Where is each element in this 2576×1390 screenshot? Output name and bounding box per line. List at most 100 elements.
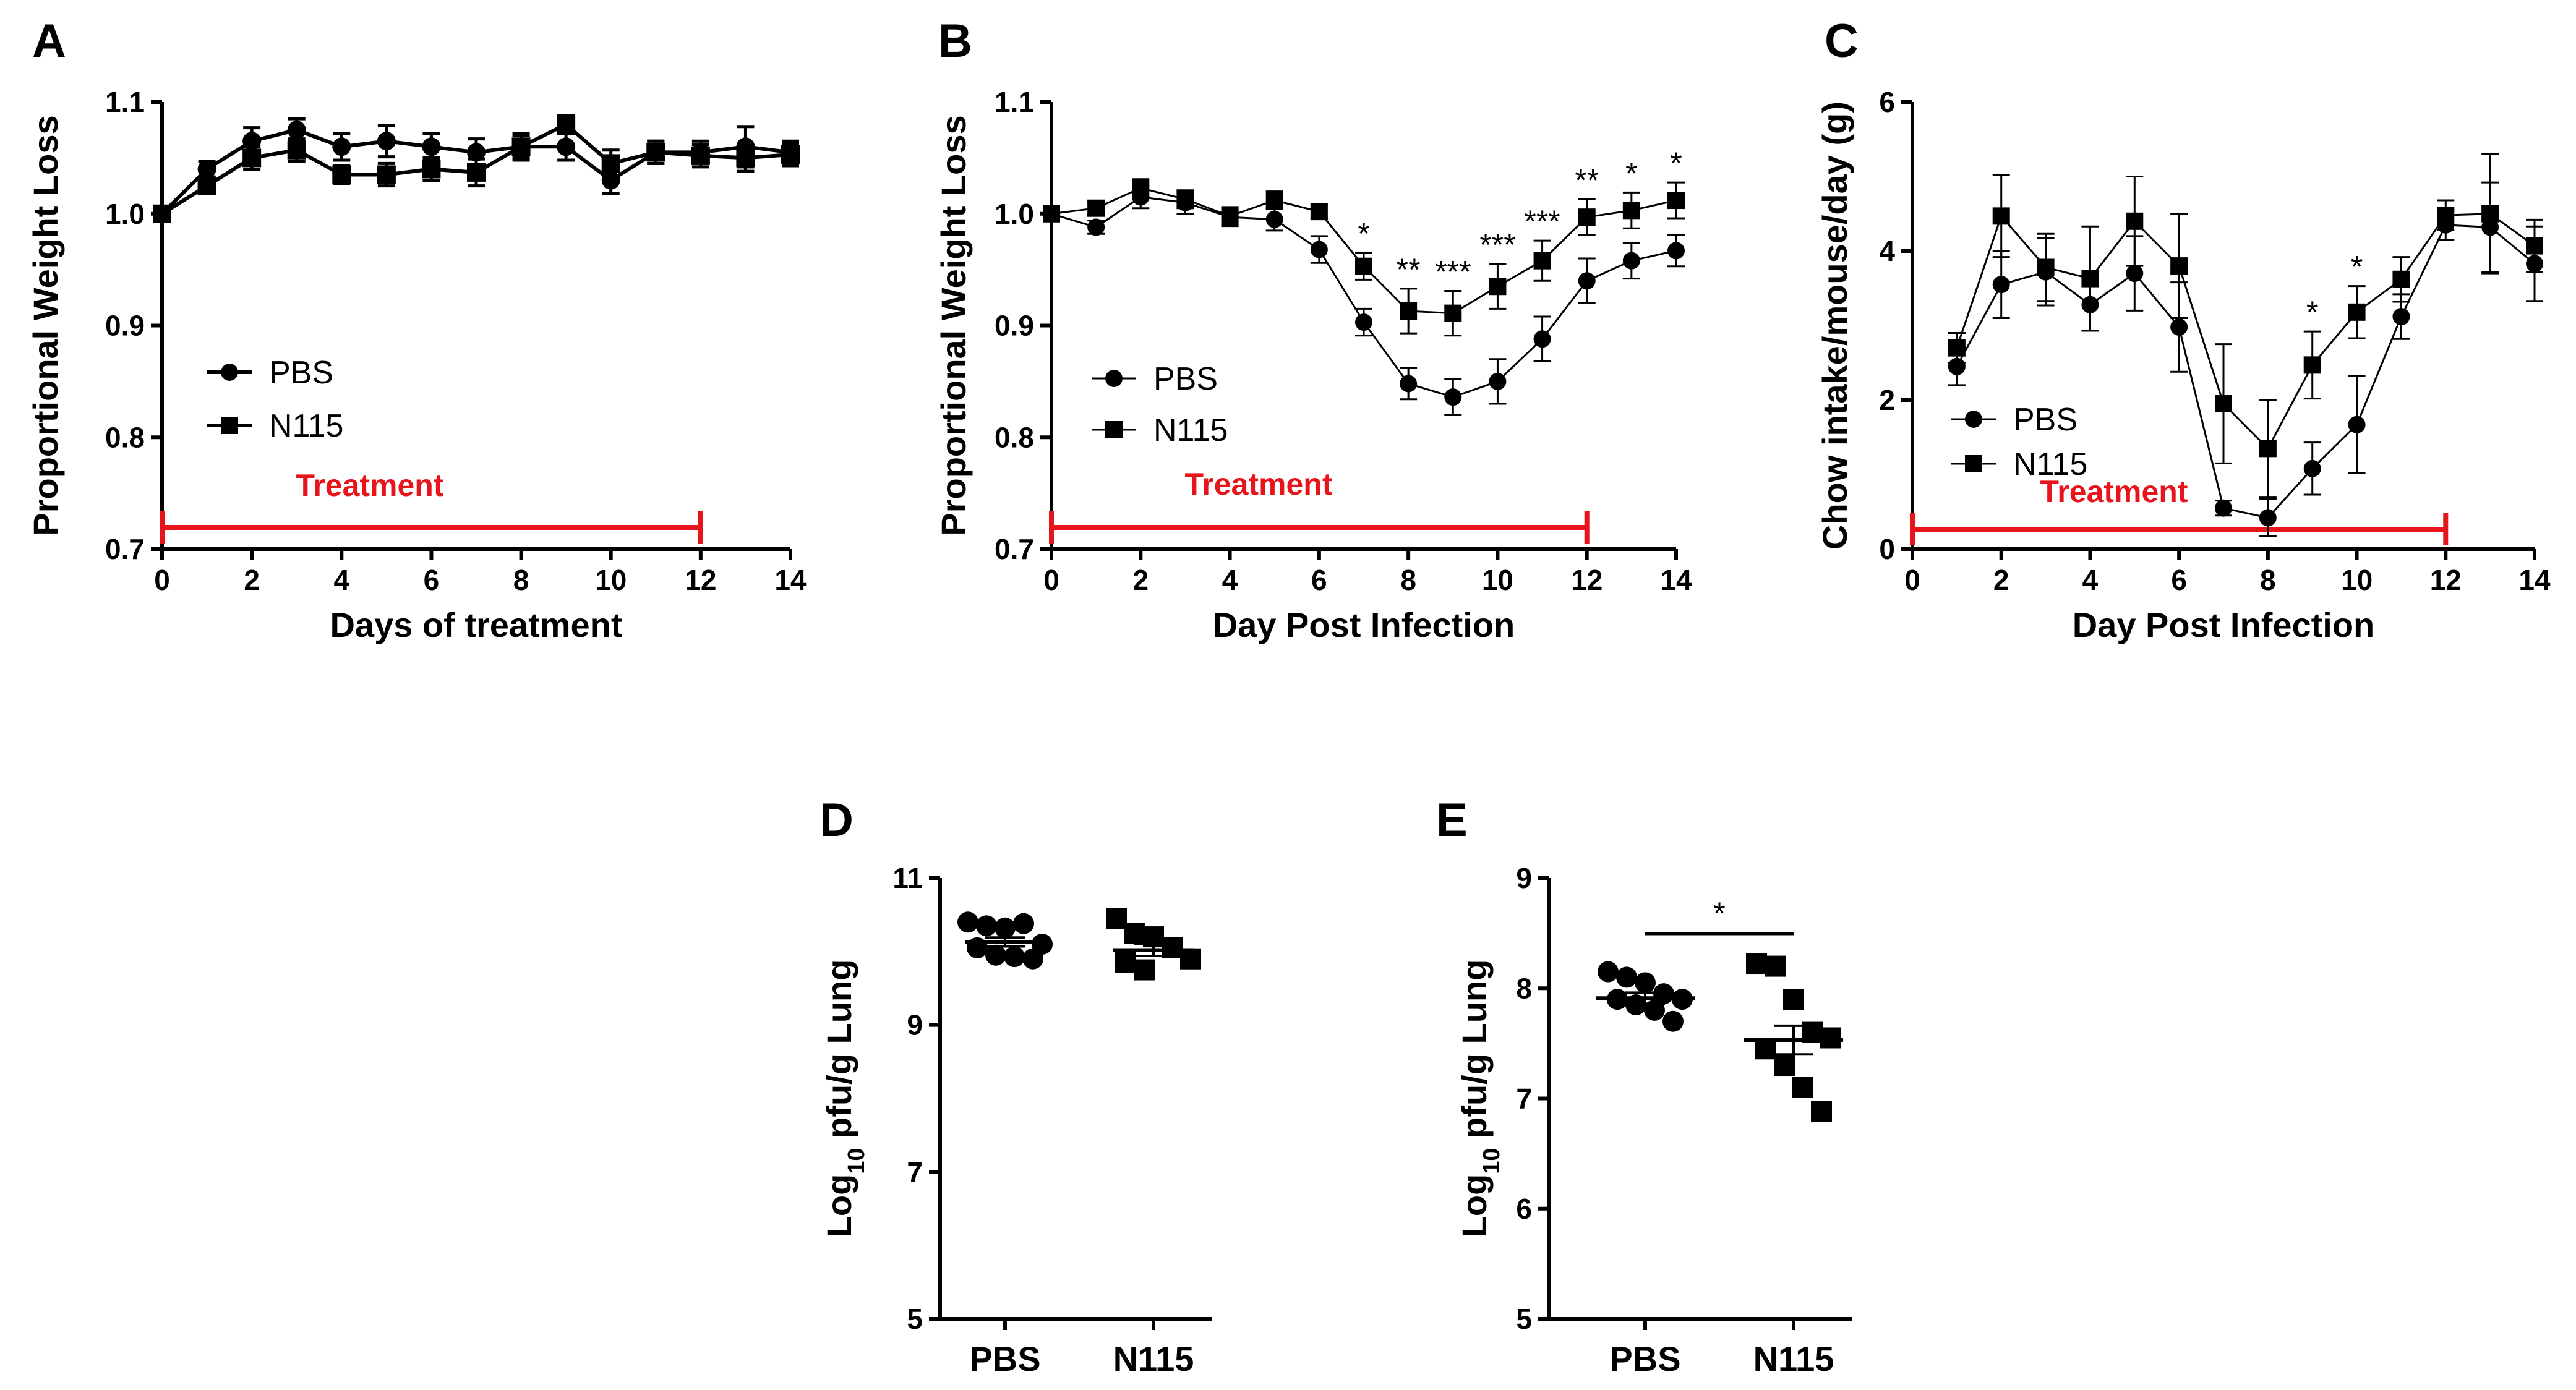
data-point: [1221, 207, 1239, 225]
y-tick-label: 0.9: [105, 310, 145, 342]
x-category-label: PBS: [969, 1339, 1040, 1378]
y-tick-label: 0.9: [995, 310, 1034, 342]
legend-label: PBS: [269, 355, 333, 391]
panel-b: B 0.7 0.8 0.9 1.0 1.1 0 2 4 6 8 10 12 14 Day Post Infe…: [934, 15, 1692, 644]
x-tick-label: 0: [1043, 564, 1059, 596]
x-tick-label: 0: [154, 564, 170, 596]
data-point: [2481, 205, 2499, 223]
significance-marker: *: [1670, 146, 1682, 181]
y-tick-label: 1.0: [995, 198, 1034, 230]
significance-marker: *: [1358, 216, 1369, 251]
data-point: [1820, 1027, 1841, 1049]
data-point: [2037, 258, 2055, 276]
data-point: [2081, 270, 2099, 288]
treatment-label: Treatment: [2040, 474, 2188, 509]
data-point: [2215, 499, 2232, 517]
legend-label: PBS: [1153, 361, 1218, 397]
x-tick-label: 2: [1993, 564, 2009, 596]
treatment-label: Treatment: [1185, 467, 1333, 501]
y-tick-label: 1.1: [105, 86, 145, 118]
y-tick-label: 7: [1516, 1083, 1532, 1115]
y-tick-label: 8: [1516, 972, 1532, 1004]
y-tick-label: 0.7: [105, 533, 145, 565]
y-tick-label: 9: [1516, 862, 1532, 894]
significance-marker: ***: [1524, 204, 1560, 239]
data-point: [1783, 989, 1804, 1010]
x-tick-label: 6: [424, 564, 440, 596]
data-point: [1087, 218, 1105, 236]
data-point: [1667, 192, 1685, 210]
panel-label: D: [819, 794, 854, 846]
y-axis-title: Proportional Weight Loss: [934, 115, 973, 535]
x-tick-label: 10: [2341, 564, 2373, 596]
y-axis-title: Log10 pfu/g Lung: [819, 960, 870, 1238]
legend-label: N115: [1153, 412, 1228, 448]
data-point: [1355, 313, 1372, 331]
data-point: [1616, 966, 1637, 988]
data-point: [2259, 509, 2277, 527]
data-point: [1948, 339, 1966, 357]
x-category-label: PBS: [1609, 1339, 1680, 1378]
y-tick-label: 0.8: [105, 421, 145, 453]
data-point: [646, 143, 665, 162]
data-point: [1774, 1055, 1795, 1077]
x-tick-label: 4: [1222, 564, 1238, 596]
y-axis-title: Chow intake/mouse/day (g): [1815, 101, 1854, 550]
data-point: [2348, 416, 2366, 433]
group-n115: [1744, 953, 1843, 1122]
group-pbs: [1596, 961, 1695, 1032]
significance-marker: *: [1713, 896, 1725, 931]
x-tick-label: 6: [2171, 564, 2187, 596]
data-point: [2437, 207, 2455, 224]
data-point: [995, 917, 1016, 939]
x-tick-label: 2: [1132, 564, 1149, 596]
data-point: [1811, 1101, 1832, 1122]
data-point: [2259, 440, 2277, 458]
data-point: [1132, 179, 1150, 197]
x-axis-title: Day Post Infection: [2073, 605, 2375, 644]
y-axis-title: Proportional Weight Loss: [26, 115, 65, 535]
y-tick-label: 1.0: [105, 198, 145, 230]
group-n115: [1106, 908, 1201, 981]
y-axis-title: Log10 pfu/g Lung: [1455, 960, 1505, 1238]
data-point: [1533, 252, 1551, 270]
data-point: [511, 137, 531, 156]
legend-marker-pbs: [1105, 370, 1123, 387]
data-point: [1578, 272, 1596, 290]
x-tick-label: 4: [2082, 564, 2099, 596]
y-tick-label: 5: [1516, 1303, 1532, 1335]
data-point: [1400, 302, 1418, 320]
group-pbs: [957, 911, 1053, 970]
significance-marker: *: [2351, 250, 2363, 284]
panel-label: C: [1825, 15, 1859, 67]
data-point: [2126, 265, 2144, 283]
panel-label: E: [1436, 794, 1468, 846]
data-point: [1004, 946, 1025, 968]
data-point: [2392, 308, 2410, 326]
significance-marker: ***: [1435, 254, 1471, 289]
data-point: [1992, 207, 2010, 225]
x-tick-label: 10: [595, 564, 627, 596]
data-point: [1310, 203, 1328, 221]
data-point: [1043, 205, 1060, 223]
x-tick-label: 6: [1311, 564, 1327, 596]
x-tick-label: 8: [2260, 564, 2276, 596]
data-point: [153, 204, 171, 223]
data-point: [1489, 372, 1507, 390]
data-point: [197, 160, 216, 179]
data-point: [287, 121, 306, 140]
data-point: [1489, 278, 1507, 296]
significance-marker: *: [1625, 156, 1637, 190]
x-axis-title: Day Post Infection: [1213, 605, 1515, 644]
x-tick-label: 8: [513, 564, 529, 596]
y-tick-label: 11: [892, 862, 923, 894]
series-n115: [1948, 153, 2543, 498]
data-point: [332, 165, 351, 184]
data-point: [691, 146, 710, 165]
panel-d: D 5 7 9 11 PBS N115 Log10 pfu/g Lung: [819, 794, 1212, 1378]
data-point: [557, 115, 576, 134]
data-point: [1400, 375, 1418, 393]
data-point: [1444, 388, 1462, 406]
